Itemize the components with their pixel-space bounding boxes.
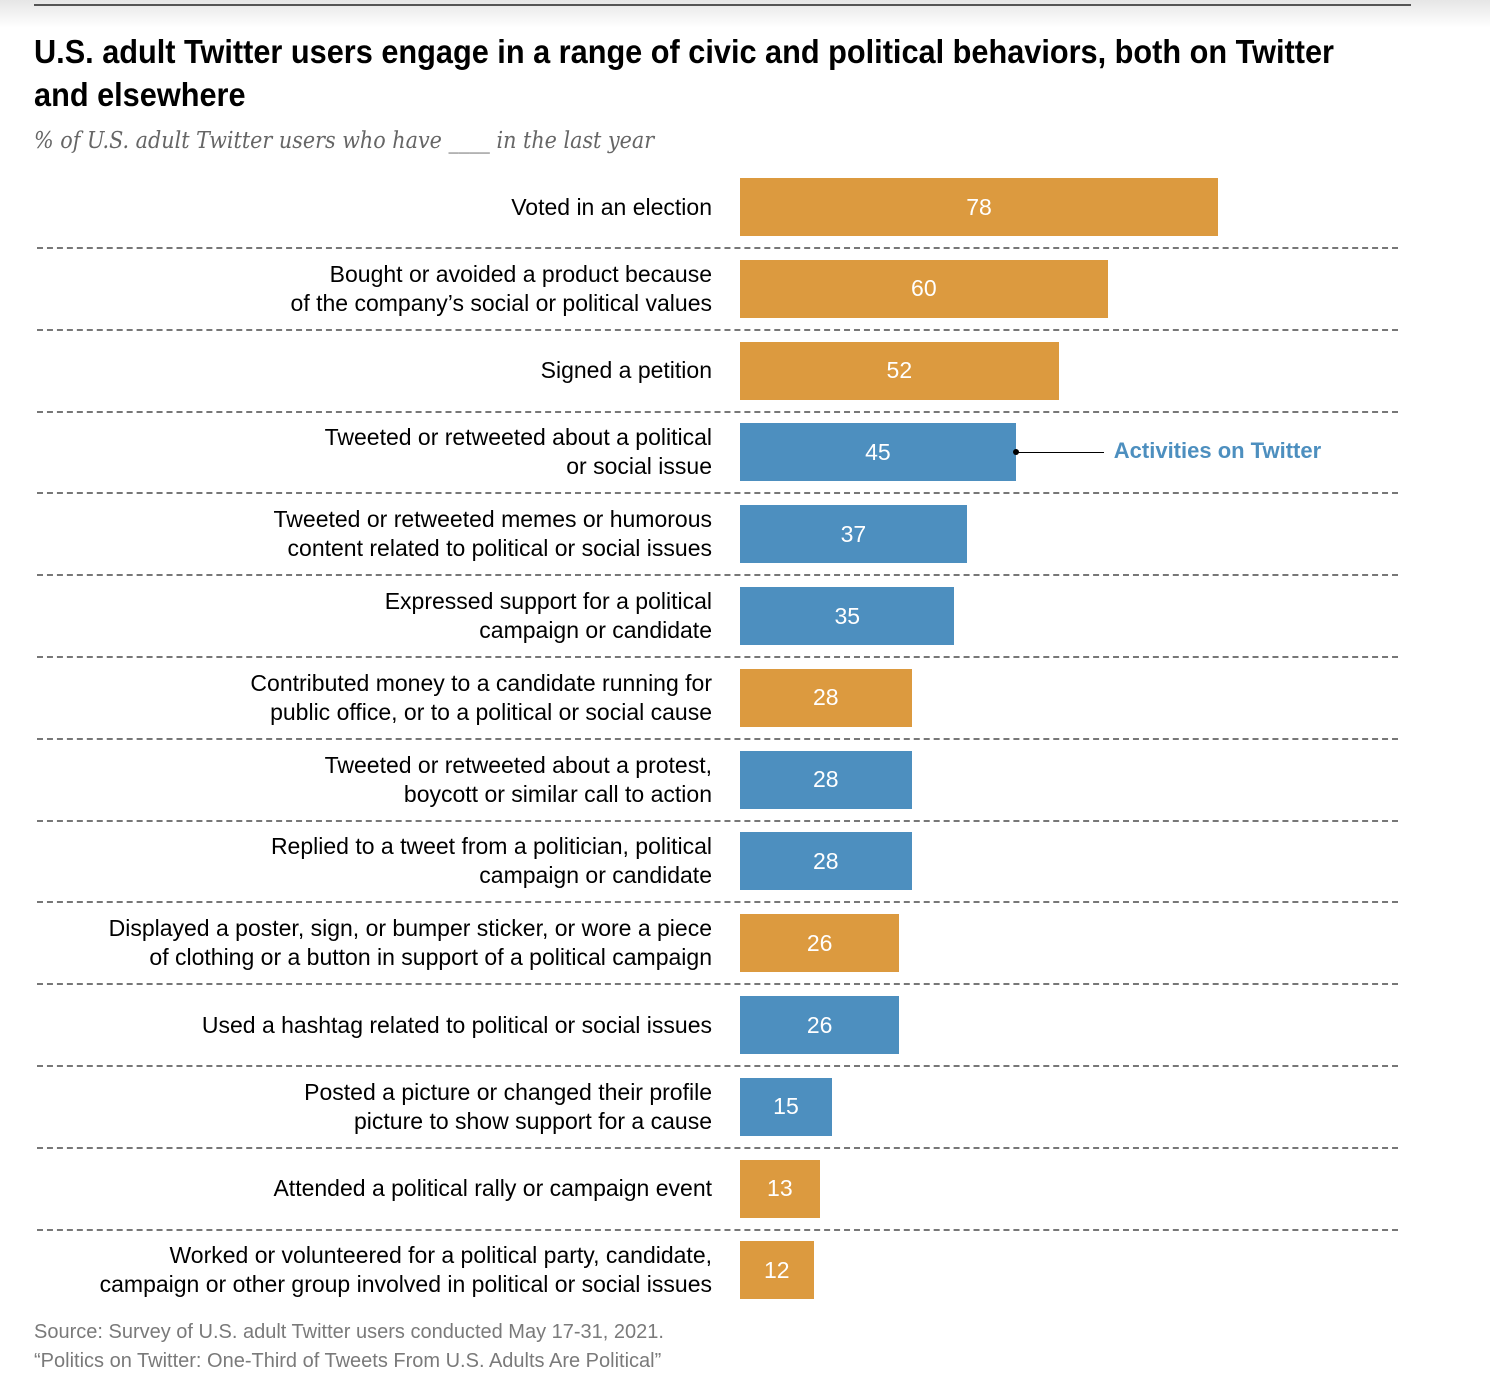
value-label: 78 [966, 193, 992, 220]
bar-row: Used a hashtag related to political or s… [0, 996, 1490, 1078]
category-label: Voted in an election [511, 193, 712, 220]
bar-row: Posted a picture or changed their profil… [0, 1077, 1490, 1160]
row-divider [37, 492, 1398, 495]
value-label: 26 [806, 929, 833, 956]
bar-row: Expressed support for a political campai… [0, 587, 1490, 669]
source-note: Source: Survey of U.S. adult Twitter use… [34, 1318, 664, 1376]
row-divider [37, 1146, 1398, 1149]
bar: 37 [740, 505, 967, 564]
row-divider [37, 983, 1398, 986]
value-label: 15 [773, 1093, 799, 1120]
category-label: Posted a picture or changed their profil… [304, 1078, 712, 1134]
category-label: Signed a petition [540, 357, 712, 384]
row-divider [37, 1228, 1398, 1231]
row-divider [37, 328, 1398, 331]
bar: 13 [740, 1159, 820, 1218]
bar: 60 [740, 259, 1108, 318]
value-label: 12 [763, 1256, 790, 1283]
bar: 35 [740, 587, 955, 645]
value-label: 28 [812, 766, 839, 793]
bar: 28 [740, 832, 912, 891]
category-label: Worked or volunteered for a political pa… [99, 1242, 712, 1298]
row-divider [37, 410, 1398, 413]
bar: 15 [740, 1077, 832, 1136]
category-label: Tweeted or retweeted memes or humorous c… [273, 506, 712, 562]
value-label: 52 [886, 357, 913, 384]
chart-title: U.S. adult Twitter users engage in a ran… [34, 33, 1334, 113]
row-divider [37, 737, 1398, 740]
row-divider [37, 574, 1398, 577]
row-divider [37, 1065, 1398, 1067]
bar: 78 [740, 178, 1218, 236]
category-label: Replied to a tweet from a politician, po… [270, 833, 712, 889]
bar: 28 [740, 750, 912, 809]
bar-row: Contributed money to a candidate running… [0, 668, 1490, 751]
annotation-label: Activities on Twitter [1113, 438, 1322, 464]
value-label: 28 [812, 684, 839, 711]
category-label: Attended a political rally or campaign e… [273, 1175, 712, 1202]
category-label: Displayed a poster, sign, or bumper stic… [108, 915, 712, 971]
bar-row: Replied to a tweet from a politician, po… [0, 832, 1490, 914]
category-label: Expressed support for a political campai… [384, 588, 712, 643]
bar-row: Bought or avoided a product because of t… [0, 259, 1490, 342]
value-label: 28 [812, 847, 839, 874]
value-label: 37 [840, 520, 867, 547]
bar-row: Tweeted or retweeted memes or humorous c… [0, 505, 1490, 587]
bar-row: Worked or volunteered for a political pa… [0, 1241, 1490, 1323]
value-label: 45 [865, 438, 891, 465]
top-rule [34, 4, 1411, 6]
bar-row: Voted in an election 78 [0, 178, 1490, 260]
row-divider [37, 819, 1398, 822]
source-line: Source: Survey of U.S. adult Twitter use… [34, 1321, 664, 1343]
chart-subtitle: % of U.S. adult Twitter users who have _… [34, 128, 655, 154]
value-label: 26 [806, 1011, 833, 1038]
row-divider [37, 247, 1398, 249]
bar-row: Tweeted or retweeted about a political o… [0, 423, 1490, 505]
bar: 26 [740, 996, 900, 1054]
value-label: 35 [834, 602, 861, 629]
bar: 12 [740, 1241, 814, 1300]
value-label: 13 [767, 1175, 793, 1202]
value-label: 60 [911, 275, 937, 302]
category-label: Tweeted or retweeted about a political o… [324, 424, 712, 480]
bar-row: Displayed a poster, sign, or bumper stic… [0, 914, 1490, 996]
bar: 26 [740, 914, 900, 973]
category-label: Tweeted or retweeted about a protest, bo… [324, 751, 712, 807]
category-label: Bought or avoided a product because of t… [290, 260, 712, 316]
row-divider [37, 656, 1398, 658]
bar-row: Tweeted or retweeted about a protest, bo… [0, 750, 1490, 833]
bar-row: Attended a political rally or campaign e… [0, 1159, 1490, 1242]
bar: 52 [740, 341, 1059, 400]
row-divider [37, 901, 1398, 904]
annotation-line [1015, 452, 1104, 454]
category-label: Used a hashtag related to political or s… [201, 1011, 712, 1038]
bar: 28 [740, 668, 912, 727]
bar: 45 [740, 423, 1016, 482]
bar-row: Signed a petition 52 [0, 341, 1490, 424]
source-title: “Politics on Twitter: One-Third of Tweet… [34, 1350, 662, 1372]
category-label: Contributed money to a candidate running… [250, 669, 712, 725]
